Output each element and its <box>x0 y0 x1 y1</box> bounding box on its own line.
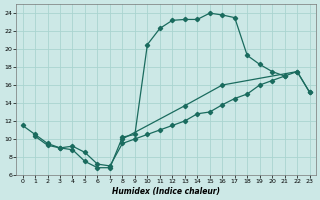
X-axis label: Humidex (Indice chaleur): Humidex (Indice chaleur) <box>112 187 220 196</box>
